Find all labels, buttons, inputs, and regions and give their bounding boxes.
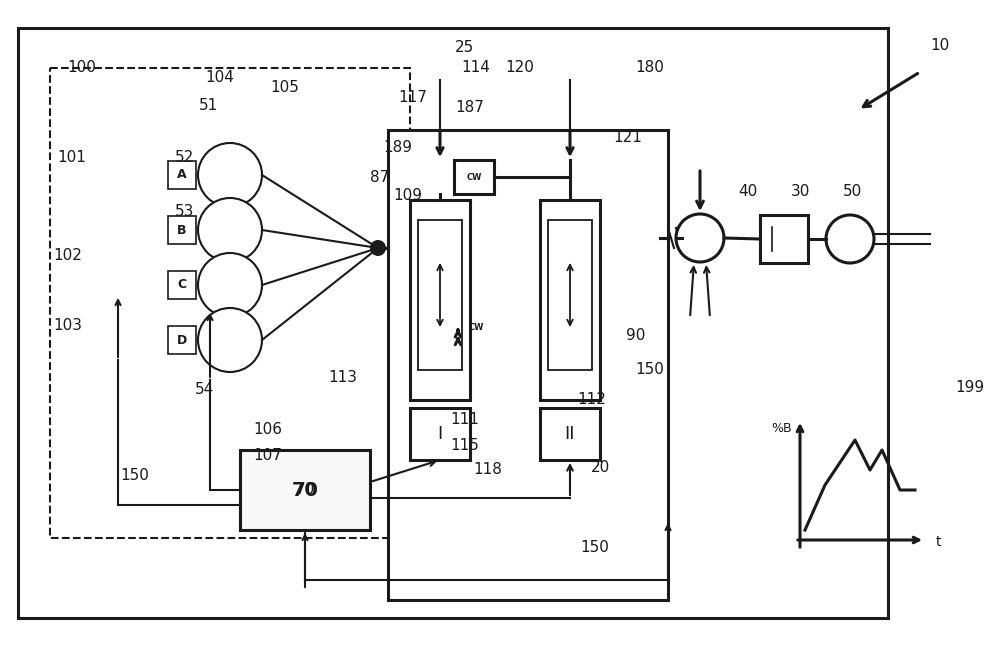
Text: 103: 103	[54, 317, 82, 333]
Text: 54: 54	[195, 382, 215, 397]
Text: 102: 102	[54, 247, 82, 262]
Text: 150: 150	[581, 541, 609, 556]
Text: t: t	[935, 535, 941, 549]
Text: 112: 112	[578, 393, 606, 408]
Text: 10: 10	[930, 37, 950, 52]
Text: CW: CW	[468, 324, 484, 333]
Text: 118: 118	[474, 463, 502, 477]
Bar	[410, 200, 470, 400]
Bar	[410, 408, 470, 460]
Text: 117: 117	[399, 90, 427, 105]
Text: 187: 187	[456, 101, 484, 116]
Bar	[418, 220, 462, 370]
Text: 109: 109	[394, 187, 422, 202]
Bar	[168, 326, 196, 354]
Text: II: II	[565, 425, 575, 443]
Text: 51: 51	[198, 98, 218, 112]
Text: 50: 50	[842, 185, 862, 200]
Text: C: C	[177, 278, 187, 291]
Text: 113: 113	[328, 371, 358, 386]
Text: D: D	[177, 333, 187, 346]
Text: B: B	[177, 224, 187, 236]
Text: 30: 30	[790, 185, 810, 200]
Bar	[50, 68, 410, 538]
Text: 25: 25	[455, 41, 475, 56]
Bar	[168, 161, 196, 189]
Text: 150: 150	[636, 362, 664, 377]
Text: 53: 53	[175, 205, 195, 220]
Text: 189: 189	[384, 140, 413, 156]
Text: 111: 111	[451, 413, 479, 428]
Text: 100: 100	[68, 61, 96, 76]
Text: I: I	[437, 425, 443, 443]
Text: 20: 20	[590, 461, 610, 475]
Bar	[540, 200, 600, 400]
Text: CW: CW	[466, 172, 482, 182]
Circle shape	[198, 253, 262, 317]
Text: 120: 120	[506, 61, 534, 76]
Circle shape	[370, 240, 386, 256]
Text: 180: 180	[636, 61, 664, 76]
Bar	[548, 220, 592, 370]
Text: 115: 115	[451, 437, 479, 452]
Text: 40: 40	[738, 185, 758, 200]
Text: 105: 105	[271, 81, 299, 96]
Text: 52: 52	[175, 151, 195, 165]
Bar	[168, 271, 196, 299]
Text: 106: 106	[254, 422, 283, 437]
Bar	[458, 310, 494, 346]
Text: A: A	[177, 169, 187, 182]
Text: 121: 121	[614, 130, 642, 145]
Text: 107: 107	[254, 448, 282, 463]
Text: 70: 70	[295, 483, 315, 497]
Text: 70: 70	[292, 481, 318, 499]
Bar	[388, 130, 668, 600]
Text: 90: 90	[626, 328, 646, 342]
Text: 114: 114	[462, 61, 490, 76]
Bar	[18, 28, 888, 618]
Circle shape	[676, 214, 724, 262]
Bar	[168, 216, 196, 244]
Text: 104: 104	[206, 70, 234, 85]
Bar	[760, 215, 808, 263]
Bar	[540, 408, 600, 460]
Circle shape	[198, 143, 262, 207]
Bar	[240, 450, 370, 530]
Text: 87: 87	[370, 171, 390, 185]
Circle shape	[826, 215, 874, 263]
Text: 199: 199	[955, 380, 985, 395]
Bar	[454, 160, 494, 194]
Text: 150: 150	[121, 468, 149, 483]
Text: %B: %B	[772, 421, 792, 435]
Circle shape	[198, 308, 262, 372]
Circle shape	[198, 198, 262, 262]
Text: 101: 101	[58, 151, 86, 165]
